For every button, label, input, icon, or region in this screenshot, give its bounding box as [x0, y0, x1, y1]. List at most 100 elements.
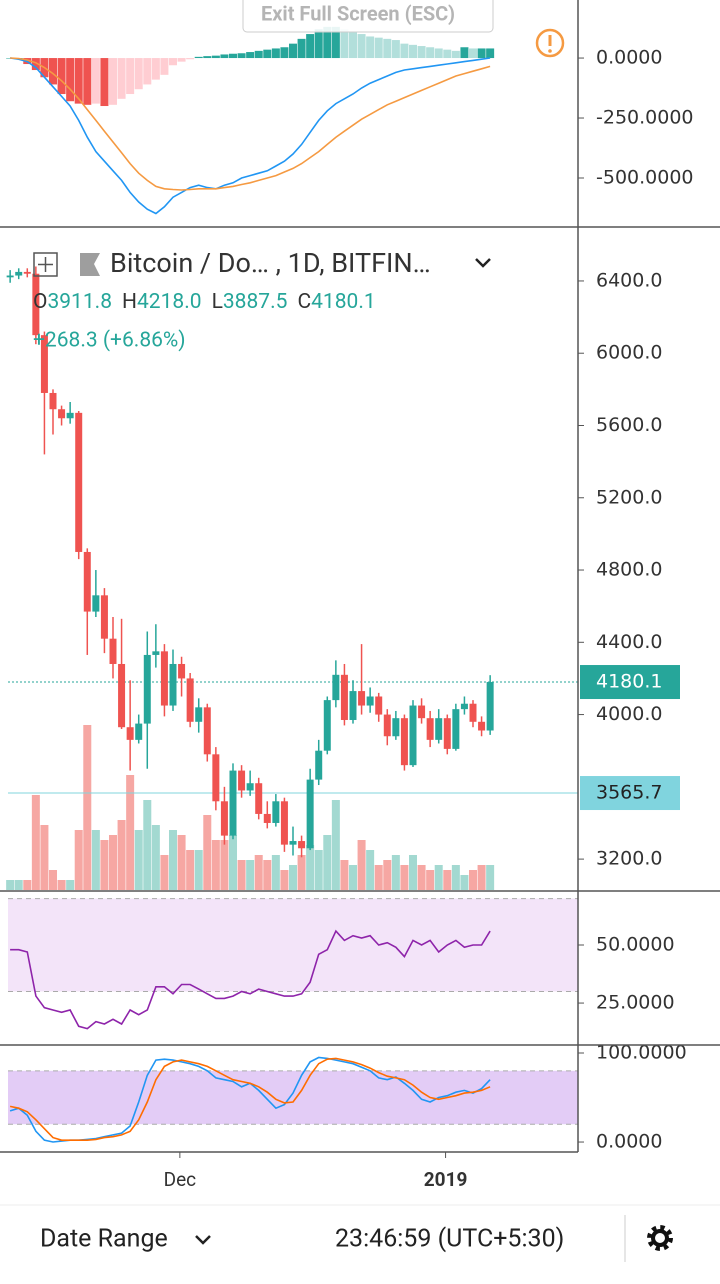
y-tick-label: -250.0000: [596, 107, 694, 129]
settings-button[interactable]: [647, 1225, 673, 1251]
change-legend: +268.3 (+6.86%): [33, 329, 186, 353]
candle-body: [212, 754, 220, 802]
collapse-icon[interactable]: [33, 252, 58, 277]
histogram-bar: [151, 58, 160, 80]
candle-body: [272, 801, 280, 823]
y-tick-label: 50.0000: [596, 934, 675, 956]
volume-bar: [477, 865, 486, 890]
volume-bar: [417, 865, 426, 890]
candle-body: [66, 412, 74, 419]
pane: 100.0000 0.0000: [8, 1042, 687, 1153]
histogram-bar: [117, 58, 126, 99]
histogram-bar: [57, 58, 66, 95]
histogram-bar: [211, 55, 220, 59]
indicator-line: [9, 57, 491, 215]
histogram-bar: [263, 49, 272, 59]
volume-bar: [143, 800, 152, 890]
histogram-bar: [100, 58, 109, 107]
warning-icon[interactable]: [535, 28, 565, 58]
candle-body: [40, 335, 48, 393]
histogram-bar: [409, 44, 417, 59]
candle-body: [349, 691, 357, 720]
candle-body: [315, 750, 323, 780]
candle-body: [246, 783, 254, 791]
volume-bar: [366, 850, 375, 890]
volume-bar: [74, 830, 83, 890]
candle-body: [135, 723, 143, 740]
volume-bar: [443, 870, 452, 890]
y-tick-label: 25.0000: [596, 992, 675, 1014]
volume-bar: [160, 855, 169, 890]
clock[interactable]: 23:46:59 (UTC+5:30): [335, 1225, 564, 1254]
date-range-button[interactable]: Date Range: [40, 1225, 168, 1254]
exit-button-label[interactable]: Exit Full Screen (ESC): [261, 1, 455, 25]
histogram-bar: [143, 58, 152, 85]
volume-bar: [203, 815, 212, 890]
candle-body: [306, 779, 314, 849]
histogram-bar: [443, 49, 452, 59]
candle-body: [375, 696, 383, 715]
price-label-box: [580, 776, 680, 811]
legend-chevron[interactable]: [475, 258, 491, 268]
histogram-bar: [289, 43, 297, 59]
candle-body: [109, 638, 117, 664]
candle-body: [366, 696, 374, 706]
histogram-bar: [374, 37, 383, 59]
legend-icons[interactable]: [33, 252, 491, 277]
candle-body: [418, 705, 426, 719]
volume-bar: [134, 830, 143, 890]
candle-body: [83, 551, 91, 612]
volume-bar: [151, 825, 160, 890]
y-tick-label: 0.0000: [596, 47, 662, 69]
histogram-bar: [297, 38, 306, 59]
gear-ring[interactable]: [651, 1229, 669, 1247]
exit-full-screen[interactable]: Exit Full Screen (ESC): [242, 0, 494, 33]
volume-bar: [66, 880, 75, 890]
candle-body: [340, 674, 348, 720]
candle-body: [58, 409, 66, 419]
warning-circle[interactable]: [535, 28, 565, 58]
volume-bar: [49, 870, 57, 890]
histogram-bar: [220, 54, 229, 59]
candle-body: [195, 707, 203, 722]
ohlc-value: 3887.5: [223, 290, 288, 314]
candle-body: [220, 801, 228, 836]
exit-button-box[interactable]: [242, 0, 494, 33]
histogram-bar: [254, 50, 263, 59]
volume-bar: [297, 855, 306, 890]
volume-bar: [434, 865, 443, 890]
pane: 4180.1 3565.7 3200.0 4000.0 4400.0 4800.0 5200…: [6, 266, 680, 1191]
histogram-bar: [323, 26, 332, 59]
candle-body: [118, 663, 126, 728]
histogram-bar: [417, 46, 426, 59]
volume-bar: [400, 865, 409, 890]
histogram-bar: [460, 47, 469, 59]
volume-bar: [117, 820, 126, 890]
histogram-bar: [391, 40, 400, 59]
date-range-chevron[interactable]: [195, 1235, 211, 1245]
candle-body: [49, 392, 57, 410]
histogram-bar: [451, 50, 460, 59]
candle-body: [486, 682, 494, 731]
price-label-box: [580, 665, 680, 700]
price-label: 3565.7: [596, 782, 662, 804]
y-tick-label: 6400.0: [596, 269, 662, 291]
volume-bar: [409, 855, 417, 890]
candle-body: [92, 595, 100, 612]
histogram-bar: [194, 56, 203, 59]
y-tick-label: -500.0000: [596, 166, 694, 188]
histogram-bar: [366, 36, 375, 59]
volume-bar: [6, 880, 15, 890]
ohlc-letter: H: [122, 290, 137, 314]
histogram-bar: [203, 56, 212, 59]
candle-body: [6, 275, 14, 278]
indicator-line: [10, 57, 491, 191]
ohlc-letter: C: [297, 290, 311, 314]
volume-bar: [126, 775, 135, 890]
volume-bar: [323, 835, 332, 890]
histogram-bar: [49, 58, 57, 85]
pane: 50.0000 25.0000: [8, 898, 675, 1030]
gear-teeth[interactable]: [647, 1225, 673, 1251]
candle-body: [358, 691, 366, 706]
ohlc-letter: O: [33, 290, 47, 314]
